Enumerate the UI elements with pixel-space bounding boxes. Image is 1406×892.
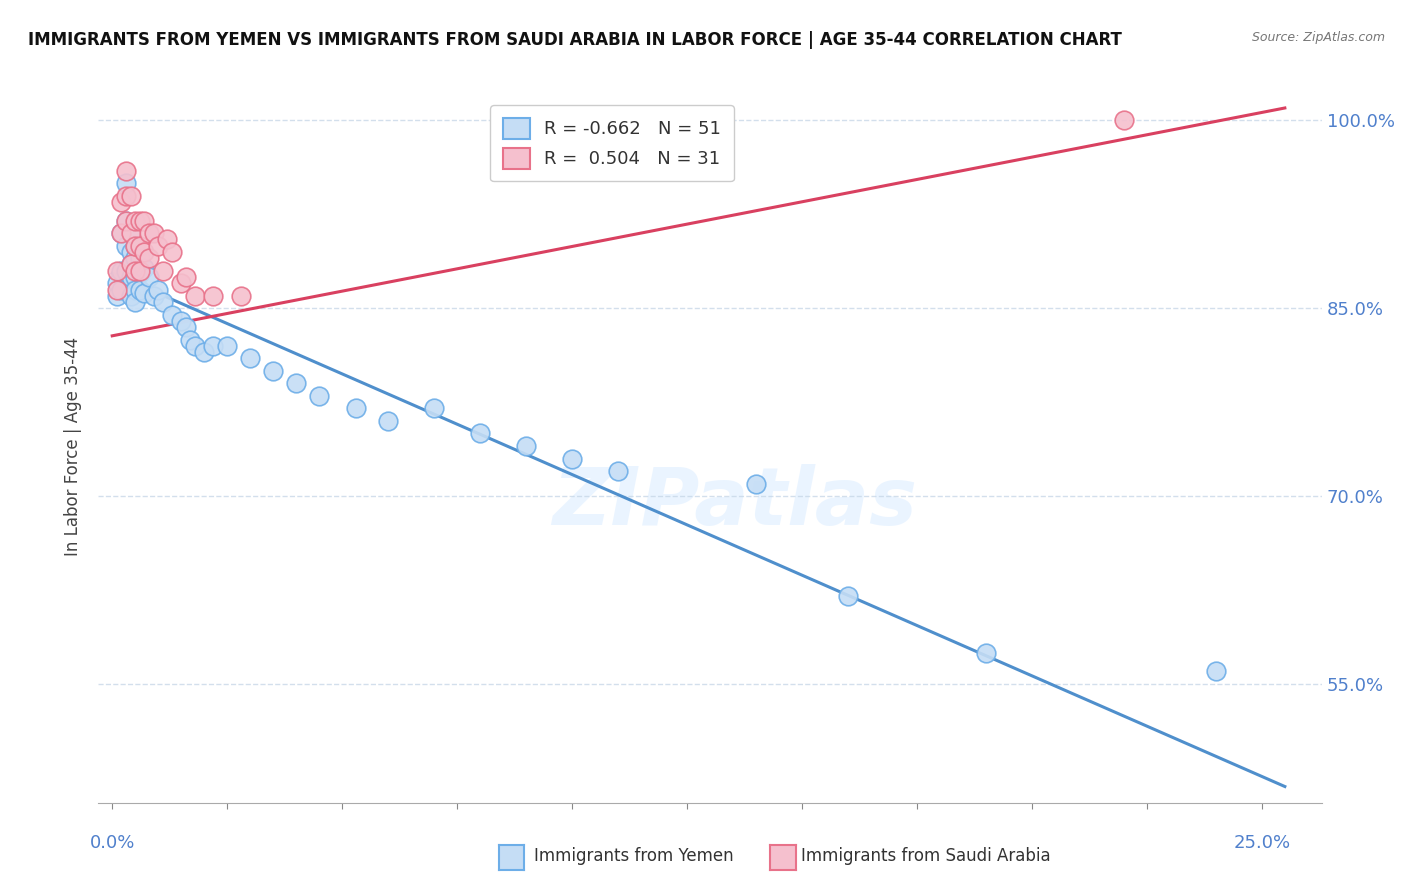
Point <box>193 345 215 359</box>
Point <box>134 286 156 301</box>
Point <box>128 266 150 280</box>
Point <box>160 308 183 322</box>
Point <box>128 213 150 227</box>
Point <box>120 226 142 240</box>
Point <box>174 320 197 334</box>
Point <box>115 213 138 227</box>
Point <box>745 476 768 491</box>
Point <box>468 426 491 441</box>
Text: Immigrants from Saudi Arabia: Immigrants from Saudi Arabia <box>801 847 1052 865</box>
Point <box>124 295 146 310</box>
Point <box>110 283 132 297</box>
Point <box>184 289 207 303</box>
Point <box>115 238 138 252</box>
Point <box>138 226 160 240</box>
Point <box>120 257 142 271</box>
Point <box>128 238 150 252</box>
Point <box>120 289 142 303</box>
Text: 25.0%: 25.0% <box>1233 834 1291 852</box>
Point <box>120 226 142 240</box>
Point <box>423 401 446 416</box>
Point <box>1112 113 1135 128</box>
Point <box>115 188 138 202</box>
Point <box>124 238 146 252</box>
Point <box>170 314 193 328</box>
Point <box>105 289 128 303</box>
Point <box>217 339 239 353</box>
Point <box>110 226 132 240</box>
Point <box>142 289 165 303</box>
Point <box>285 376 308 391</box>
Point <box>561 451 583 466</box>
Point <box>170 277 193 291</box>
Point <box>174 270 197 285</box>
Point <box>124 264 146 278</box>
Point <box>105 283 128 297</box>
Point <box>262 364 284 378</box>
Point <box>115 213 138 227</box>
Point <box>105 277 128 291</box>
Point <box>1205 665 1227 679</box>
Point <box>120 270 142 285</box>
Point <box>344 401 367 416</box>
Point <box>120 244 142 259</box>
Point <box>124 283 146 297</box>
Text: Immigrants from Yemen: Immigrants from Yemen <box>534 847 734 865</box>
Point <box>152 295 174 310</box>
Point <box>515 439 537 453</box>
Point <box>110 264 132 278</box>
Point <box>152 264 174 278</box>
Point <box>160 244 183 259</box>
Point <box>837 589 859 603</box>
Legend: R = -0.662   N = 51, R =  0.504   N = 31: R = -0.662 N = 51, R = 0.504 N = 31 <box>491 105 734 181</box>
Point <box>128 264 150 278</box>
Point <box>124 270 146 285</box>
Text: 0.0%: 0.0% <box>90 834 135 852</box>
Point <box>148 283 170 297</box>
Point <box>308 389 330 403</box>
Point <box>124 238 146 252</box>
Point <box>156 232 179 246</box>
Point <box>128 251 150 265</box>
Text: IMMIGRANTS FROM YEMEN VS IMMIGRANTS FROM SAUDI ARABIA IN LABOR FORCE | AGE 35-44: IMMIGRANTS FROM YEMEN VS IMMIGRANTS FROM… <box>28 31 1122 49</box>
Point <box>115 163 138 178</box>
Point <box>148 238 170 252</box>
Point <box>202 289 225 303</box>
Point <box>120 188 142 202</box>
Point <box>134 261 156 276</box>
Point <box>110 226 132 240</box>
Point <box>105 264 128 278</box>
Point <box>377 414 399 428</box>
Point <box>124 213 146 227</box>
Point <box>120 257 142 271</box>
Text: ZIPatlas: ZIPatlas <box>553 464 917 542</box>
Point <box>138 251 160 265</box>
Point <box>128 283 150 297</box>
Point <box>138 270 160 285</box>
Point <box>202 339 225 353</box>
Text: Source: ZipAtlas.com: Source: ZipAtlas.com <box>1251 31 1385 45</box>
Point <box>134 213 156 227</box>
Point <box>110 194 132 209</box>
Point <box>184 339 207 353</box>
Point <box>974 646 997 660</box>
Point <box>115 176 138 190</box>
Y-axis label: In Labor Force | Age 35-44: In Labor Force | Age 35-44 <box>65 336 83 556</box>
Point <box>142 226 165 240</box>
Point <box>124 251 146 265</box>
Point <box>607 464 630 478</box>
Point <box>239 351 262 366</box>
Point <box>134 244 156 259</box>
Point <box>229 289 252 303</box>
Point <box>115 264 138 278</box>
Point <box>179 333 201 347</box>
